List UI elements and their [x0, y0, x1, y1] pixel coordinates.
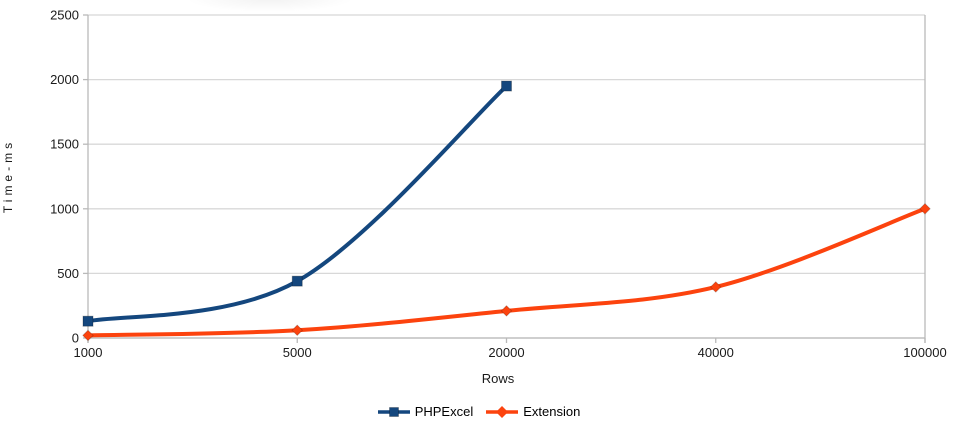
y-tick-label: 0 — [72, 331, 79, 346]
legend-label-phpexcel: PHPExcel — [414, 404, 474, 419]
data-point-phpexcel[interactable] — [82, 315, 94, 327]
x-tick-label: 20000 — [488, 345, 524, 360]
data-point-extension[interactable] — [500, 304, 513, 317]
data-point-phpexcel[interactable] — [501, 80, 512, 92]
x-tick-label: 5000 — [283, 345, 312, 360]
y-axis-title: Time-ms — [1, 138, 15, 214]
x-tick-label: 40000 — [698, 345, 734, 360]
y-tick-label: 500 — [57, 266, 79, 281]
legend-item-extension[interactable]: Extension — [485, 404, 580, 419]
extension-legend-marker-icon — [486, 405, 519, 418]
x-tick-label: 100000 — [903, 345, 946, 360]
data-point-extension[interactable] — [709, 281, 722, 293]
data-point-extension[interactable] — [919, 202, 931, 215]
x-tick-label: 1000 — [74, 345, 103, 360]
phpexcel-legend-marker-icon — [377, 406, 410, 417]
y-tick-label: 1500 — [50, 137, 79, 152]
series-line-phpexcel[interactable] — [86, 84, 509, 324]
data-point-extension[interactable] — [82, 329, 94, 342]
data-point-phpexcel[interactable] — [291, 275, 303, 287]
y-tick-label: 2500 — [50, 8, 79, 23]
legend: PHPExcel Extension — [0, 404, 957, 419]
y-tick-label: 2000 — [50, 72, 79, 87]
legend-item-phpexcel[interactable]: PHPExcel — [377, 404, 474, 419]
top-smudge — [185, 0, 355, 12]
x-axis-title: Rows — [481, 371, 515, 386]
y-tick-label: 1000 — [50, 201, 79, 216]
legend-label-extension: Extension — [523, 404, 581, 419]
data-point-extension[interactable] — [291, 324, 304, 337]
